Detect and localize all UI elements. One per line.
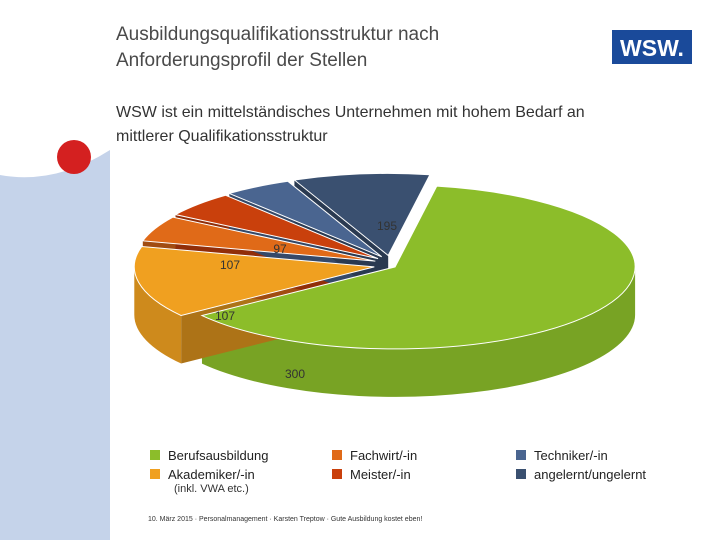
legend-label-group: Akademiker/-in (inkl. VWA etc.) <box>168 467 255 497</box>
data-label-berufsausbildung: 1.321 <box>585 364 615 378</box>
legend-swatch <box>150 469 160 479</box>
legend-label: Techniker/-in <box>534 448 608 463</box>
title-line-2: Anforderungsprofil der Stellen <box>116 50 368 71</box>
pie-side-akademiker-in <box>134 266 182 364</box>
footer-text: 10. März 2015 · Personalmanagement · Kar… <box>148 516 423 523</box>
pie-side-berufsausbildung <box>201 266 636 397</box>
wsw-logo: WSW. <box>612 30 692 64</box>
legend-item-techniker: Techniker/-in <box>516 448 608 463</box>
legend-swatch <box>516 450 526 460</box>
legend-item-angelernt: angelernt/ungelernt <box>516 467 646 482</box>
pie-slice-berufsausbildung <box>200 185 636 350</box>
logo-background <box>612 30 692 64</box>
chart-legend: Berufsausbildung Fachwirt/-in Techniker/… <box>150 448 710 508</box>
legend-swatch <box>150 450 160 460</box>
data-label-meister-in: 107 <box>220 258 240 272</box>
legend-label: Meister/-in <box>350 467 411 482</box>
pie-labels: 1.321 300 107 107 97 195 <box>215 219 615 381</box>
legend-swatch <box>332 450 342 460</box>
legend-item-berufsausbildung: Berufsausbildung <box>150 448 268 463</box>
legend-item-fachwirt: Fachwirt/-in <box>332 448 417 463</box>
pie-chart: 1.321 300 107 107 97 195 <box>133 172 636 397</box>
pie-tops <box>133 172 636 350</box>
legend-sublabel: (inkl. VWA etc.) <box>174 483 249 495</box>
data-label-fachwirt-in: 107 <box>215 309 235 323</box>
slide-title: Ausbildungsqualifikationsstruktur nach A… <box>116 22 586 74</box>
legend-label: Akademiker/-in <box>168 467 255 482</box>
legend-label: Fachwirt/-in <box>350 448 418 463</box>
pie-slice-akademiker-in <box>133 245 375 317</box>
legend-item-meister: Meister/-in <box>332 467 411 482</box>
legend-label: angelernt/ungelernt <box>534 467 647 482</box>
legend-swatch <box>516 469 526 479</box>
pie-slice-fachwirt-in <box>141 216 376 262</box>
subtitle-line-2: mittlerer Qualifikationsstruktur <box>116 128 328 145</box>
data-label-akademiker-in: 300 <box>285 367 305 381</box>
logo-text: WSW. <box>620 35 684 61</box>
subtitle-line-1: WSW ist ein mittelständisches Unternehme… <box>116 104 585 121</box>
legend-item-akademiker: Akademiker/-in (inkl. VWA etc.) <box>150 467 255 497</box>
data-label-angelernt-ungelernt: 195 <box>377 219 397 233</box>
blue-side-panel <box>0 150 110 540</box>
pie-slice-angelernt-ungelernt <box>293 172 431 257</box>
data-label-techniker-in: 97 <box>273 242 287 256</box>
title-line-1: Ausbildungsqualifikationsstruktur nach <box>116 24 440 45</box>
subtitle: WSW ist ein mittelständisches Unternehme… <box>116 101 676 149</box>
red-dot-icon <box>57 140 91 174</box>
legend-swatch <box>332 469 342 479</box>
legend-label: Berufsausbildung <box>168 448 269 463</box>
left-decoration <box>0 140 110 540</box>
pie-slice-techniker-in <box>227 180 383 258</box>
pie-slice-meister-in <box>174 194 379 260</box>
